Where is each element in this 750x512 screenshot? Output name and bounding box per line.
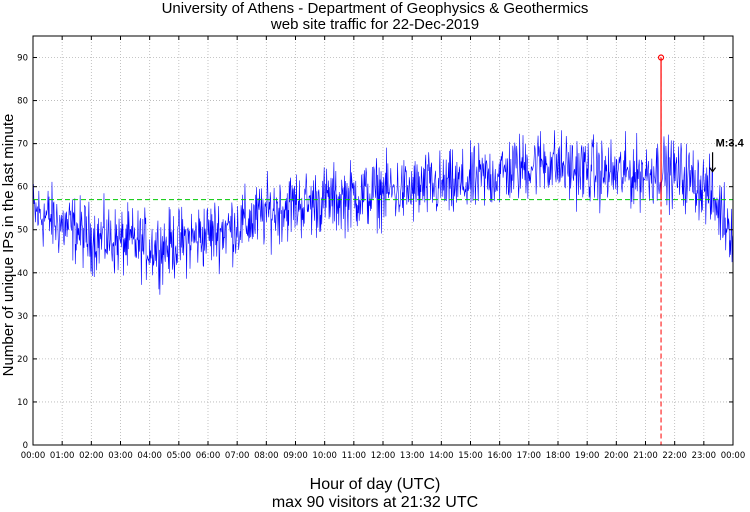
- x-tick-label: 04:00: [137, 451, 162, 461]
- x-tick-label: 20:00: [604, 451, 629, 461]
- y-tick-label: 30: [17, 312, 28, 322]
- x-tick-label: 12:00: [371, 451, 396, 461]
- x-tick-label: 13:00: [400, 451, 425, 461]
- series-line: [32, 130, 734, 295]
- x-axis-sublabel: max 90 visitors at 21:32 UTC: [271, 494, 479, 511]
- annotation-arrow-head: [709, 167, 717, 173]
- y-tick-label: 20: [17, 355, 28, 365]
- chart-subtitle: web site traffic for 22-Dec-2019: [270, 16, 480, 33]
- x-tick-label: 19:00: [575, 451, 600, 461]
- y-tick-label: 70: [17, 140, 28, 150]
- x-tick-label: 09:00: [283, 451, 308, 461]
- x-tick-label: 05:00: [167, 451, 192, 461]
- x-tick-label: 17:00: [517, 451, 542, 461]
- chart-title: University of Athens - Department of Geo…: [161, 0, 589, 17]
- x-tick-label: 21:00: [633, 451, 658, 461]
- y-axis-label: Number of unique IPs in the last minute: [0, 114, 17, 377]
- x-tick-label: 22:00: [662, 451, 687, 461]
- x-tick-label: 00:00: [721, 451, 746, 461]
- max-point-marker: [657, 54, 665, 61]
- traffic-series: [32, 130, 734, 295]
- y-tick-label: 80: [17, 97, 28, 107]
- y-tick-label: 0: [23, 441, 28, 451]
- x-tick-label: 08:00: [254, 451, 279, 461]
- x-tick-label: 10:00: [312, 451, 337, 461]
- y-tick-label: 40: [17, 269, 28, 279]
- y-tick-label: 90: [17, 54, 28, 64]
- x-tick-label: 18:00: [546, 451, 571, 461]
- y-tick-label: 60: [17, 183, 28, 193]
- x-tick-label: 11:00: [342, 451, 367, 461]
- axes: 0 10 20 30 40 50 60 70 80 90 00:00 01:00 02:00 03:00 0…: [17, 35, 746, 461]
- x-tick-label: 16:00: [487, 451, 512, 461]
- x-tick-label: 14:00: [429, 451, 454, 461]
- x-tick-label: 07:00: [225, 451, 250, 461]
- grid-lines: [33, 36, 733, 445]
- x-tick-label: 03:00: [108, 451, 133, 461]
- x-axis-label: Hour of day (UTC): [309, 476, 441, 493]
- x-tick-label: 02:00: [79, 451, 104, 461]
- y-tick-label: 50: [17, 226, 28, 236]
- x-tick-label: 06:00: [196, 451, 221, 461]
- x-tick-label: 00:00: [21, 451, 46, 461]
- plot-frame: [32, 35, 734, 446]
- x-tick-label: 01:00: [50, 451, 75, 461]
- overlay-layer: M:3.4: [33, 54, 745, 445]
- y-tick-label: 10: [17, 398, 28, 408]
- x-tick-label: 23:00: [692, 451, 717, 461]
- x-tick-label: 15:00: [458, 451, 483, 461]
